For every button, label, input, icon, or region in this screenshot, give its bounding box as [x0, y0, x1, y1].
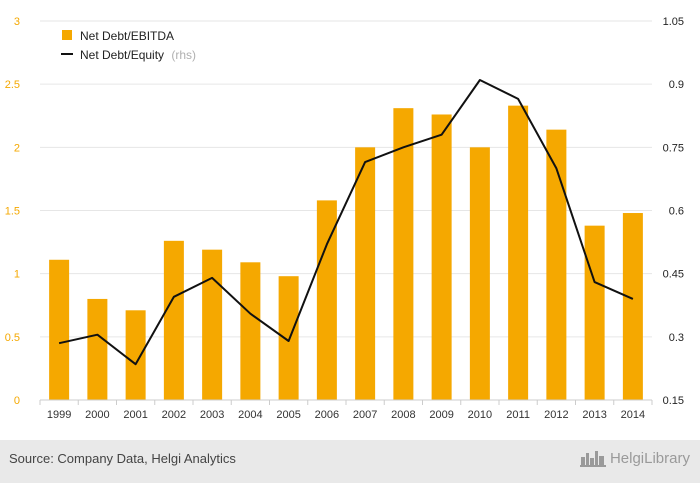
bar: [393, 108, 414, 401]
y-left-tick-label: 2.5: [5, 79, 20, 91]
y-right-tick-label: 0.75: [663, 142, 684, 154]
x-tick-label: 2002: [162, 409, 186, 421]
x-tick-label: 2001: [123, 409, 147, 421]
bar: [87, 298, 108, 400]
bar: [163, 240, 184, 400]
legend-swatch-bar: [62, 30, 72, 40]
bar: [125, 310, 146, 400]
x-tick-label: 2011: [506, 409, 530, 421]
y-right-tick-label: 0.9: [669, 79, 684, 91]
bar: [622, 213, 643, 400]
y-right-tick-label: 0.45: [663, 269, 684, 281]
x-tick-label: 2000: [85, 409, 109, 421]
legend-label-line-name: Net Debt/Equity: [80, 48, 164, 62]
legend-label-line: Net Debt/Equity (rhs): [80, 48, 196, 62]
chart: 0 0.5 1 1.5 2 2.5 3 0.15 0.3 0.45 0.6 0.75 0.9 1.05 19…: [5, 16, 684, 421]
bar: [355, 147, 376, 400]
bar: [202, 249, 223, 400]
x-tick-label: 2012: [544, 409, 568, 421]
bar: [278, 276, 299, 400]
x-tick-label: 1999: [47, 409, 71, 421]
bar: [469, 147, 490, 400]
bar: [240, 262, 261, 400]
bar: [316, 200, 337, 400]
brand[interactable]: HelgiLibrary: [579, 449, 690, 467]
y-left-tick-label: 1.5: [5, 206, 20, 218]
bar: [508, 105, 529, 400]
bar: [584, 225, 605, 400]
bar: [49, 259, 70, 400]
city-skyline-icon: [579, 451, 606, 467]
x-tick-label: 2005: [276, 409, 300, 421]
y-right-tick-label: 0.15: [663, 395, 684, 407]
line-path: [58, 79, 634, 366]
y-left-tick-label: 3: [14, 16, 20, 28]
bar: [431, 114, 452, 400]
y-right-tick-label: 1.05: [663, 16, 684, 28]
y-left-tick-label: 0: [14, 395, 20, 407]
x-tick-label: 2003: [200, 409, 224, 421]
legend-label-line-suffix: (rhs): [171, 48, 196, 62]
source-text: Source: Company Data, Helgi Analytics: [9, 451, 236, 466]
x-tick-label: 2010: [468, 409, 492, 421]
legend-label-bar: Net Debt/EBITDA: [80, 29, 174, 43]
bar: [546, 129, 567, 400]
y-right-tick-label: 0.3: [669, 332, 684, 344]
y-left-tick-label: 1: [14, 269, 20, 281]
y-right-tick-label: 0.6: [669, 206, 684, 218]
bar-series: [49, 105, 643, 401]
brand-name: HelgiLibrary: [609, 449, 690, 467]
footer: Source: Company Data, Helgi Analytics He…: [0, 440, 700, 483]
x-tick-label: 2007: [353, 409, 377, 421]
x-tick-label: 2013: [582, 409, 606, 421]
x-tick-label: 2014: [621, 409, 645, 421]
line-series: [58, 79, 634, 366]
x-tick-label: 2008: [391, 409, 415, 421]
y-left-tick-label: 0.5: [5, 332, 20, 344]
x-tick-label: 2006: [315, 409, 339, 421]
axes: 0 0.5 1 1.5 2 2.5 3 0.15 0.3 0.45 0.6 0.75 0.9 1.05 19…: [5, 16, 684, 421]
y-left-tick-label: 2: [14, 142, 20, 154]
x-tick-label: 2009: [429, 409, 453, 421]
x-tick-label: 2004: [238, 409, 262, 421]
legend: Net Debt/EBITDA Net Debt/Equity (rhs): [61, 29, 196, 62]
